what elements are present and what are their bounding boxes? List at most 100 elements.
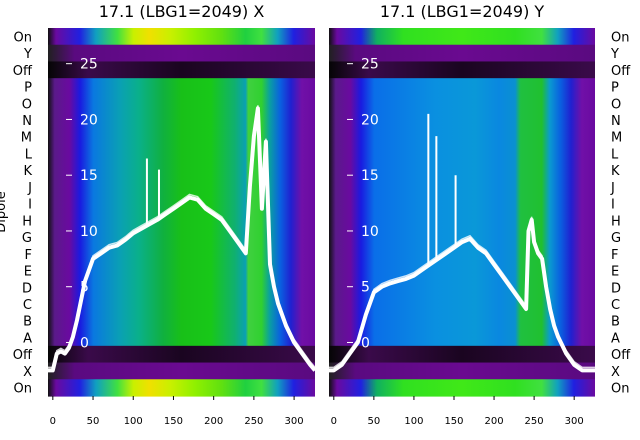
- heatmap-row: [48, 345, 315, 364]
- panel-y: 17.1 (LBG1=2049) Y 0 50 100 150 200 250 300 0 5 10…: [329, 2, 631, 427]
- row-label: I: [28, 198, 32, 213]
- heatmap-row: [329, 345, 595, 364]
- row-label: C: [611, 298, 620, 313]
- heatmap-row: [48, 61, 315, 79]
- row-label: J: [27, 181, 32, 196]
- overlay-tick-label: 10: [361, 224, 379, 240]
- row-label: A: [23, 331, 32, 346]
- row-label: H: [611, 214, 621, 229]
- heatmap-row: [48, 28, 315, 46]
- overlay-tick-label: 15: [80, 168, 98, 184]
- row-label: F: [25, 248, 32, 263]
- panel-x: 17.1 (LBG1=2049) X0 50 100 150 200 250 3000510…: [13, 2, 317, 427]
- row-label: On: [14, 382, 32, 397]
- row-label: N: [22, 114, 32, 129]
- overlay-trace-upper: [329, 216, 595, 369]
- heatmap-row: [48, 362, 315, 380]
- row-label: On: [611, 30, 629, 45]
- row-label: J: [610, 181, 615, 196]
- row-label: X: [23, 365, 32, 380]
- heatmap-row: [48, 94, 315, 113]
- heatmap-row: [48, 111, 315, 129]
- heatmap-row: [329, 61, 595, 79]
- row-label: O: [611, 97, 621, 112]
- x-tick-label: 150: [444, 416, 463, 427]
- row-label: F: [611, 248, 618, 263]
- row-label: M: [611, 131, 622, 146]
- heatmap-row: [48, 312, 315, 330]
- overlay-tick-label: 25: [80, 57, 98, 73]
- heatmap-row: [48, 145, 315, 163]
- row-label: I: [611, 198, 615, 213]
- row-label: M: [21, 131, 32, 146]
- row-label: B: [23, 315, 32, 330]
- row-label: P: [611, 81, 619, 96]
- heatmap-row: [48, 329, 315, 347]
- x-tick-label: 250: [244, 416, 263, 427]
- row-label: On: [14, 30, 32, 45]
- x-tick-label: 50: [368, 416, 381, 427]
- x-tick-label: 200: [204, 416, 223, 427]
- row-label: D: [22, 281, 32, 296]
- heatmap-row: [329, 262, 595, 280]
- heatmap-row: [329, 312, 595, 330]
- overlay-tick-label: 0: [80, 335, 89, 351]
- row-label: K: [23, 164, 32, 179]
- heatmap-row: [329, 145, 595, 163]
- heatmap-row: [48, 379, 315, 397]
- shared-labels: Dipole: [0, 191, 9, 232]
- row-label: A: [611, 331, 620, 346]
- row-label: Off: [13, 64, 33, 79]
- row-label: Y: [23, 47, 32, 62]
- heatmap-row: [329, 111, 595, 129]
- row-label: L: [611, 147, 619, 162]
- heatmap-row: [48, 295, 315, 313]
- row-label: E: [611, 265, 619, 280]
- overlay-tick-label: 20: [361, 112, 379, 128]
- row-label: P: [24, 81, 32, 96]
- x-tick-label: 0: [331, 416, 337, 427]
- row-label: K: [611, 164, 620, 179]
- x-tick-label: 50: [87, 416, 100, 427]
- row-label: E: [24, 265, 32, 280]
- x-tick-label: 250: [525, 416, 544, 427]
- x-tick-label: 200: [485, 416, 504, 427]
- heatmap-row: [48, 44, 315, 63]
- row-label: G: [22, 231, 32, 246]
- x-tick-label: 100: [124, 416, 143, 427]
- row-label: X: [611, 365, 620, 380]
- x-tick-label: 300: [285, 416, 304, 427]
- heatmap-row: [329, 78, 595, 96]
- heatmap-row: [329, 195, 595, 213]
- heatmap-row: [48, 161, 315, 180]
- row-label: Y: [610, 47, 619, 62]
- row-label: B: [611, 315, 620, 330]
- heatmap-row: [48, 245, 315, 263]
- heatmap-row: [329, 128, 595, 146]
- row-label: Off: [13, 348, 33, 363]
- heatmap-row: [48, 128, 315, 146]
- row-label: L: [25, 147, 33, 162]
- row-label: H: [22, 214, 32, 229]
- row-label: D: [611, 281, 621, 296]
- heatmap-row: [329, 44, 595, 63]
- heatmap-row: [329, 94, 595, 113]
- heatmap-row: [329, 295, 595, 313]
- overlay-trace-upper: [48, 105, 316, 369]
- heatmap-row: [48, 78, 315, 96]
- heatmap-row: [329, 329, 595, 347]
- overlay-tick-label: 15: [361, 168, 379, 184]
- heatmap-row: [329, 178, 595, 196]
- chart-title: 17.1 (LBG1=2049) X: [99, 2, 265, 21]
- heatmap-row: [329, 362, 595, 380]
- y-axis-label: Dipole: [0, 191, 9, 232]
- row-label: Off: [611, 64, 631, 79]
- x-tick-label: 100: [404, 416, 423, 427]
- chart-title: 17.1 (LBG1=2049) Y: [380, 2, 545, 21]
- heatmap-row: [48, 262, 315, 280]
- heatmap-row: [329, 245, 595, 263]
- row-label: G: [611, 231, 621, 246]
- overlay-tick-label: 25: [361, 57, 379, 73]
- row-label: O: [22, 97, 32, 112]
